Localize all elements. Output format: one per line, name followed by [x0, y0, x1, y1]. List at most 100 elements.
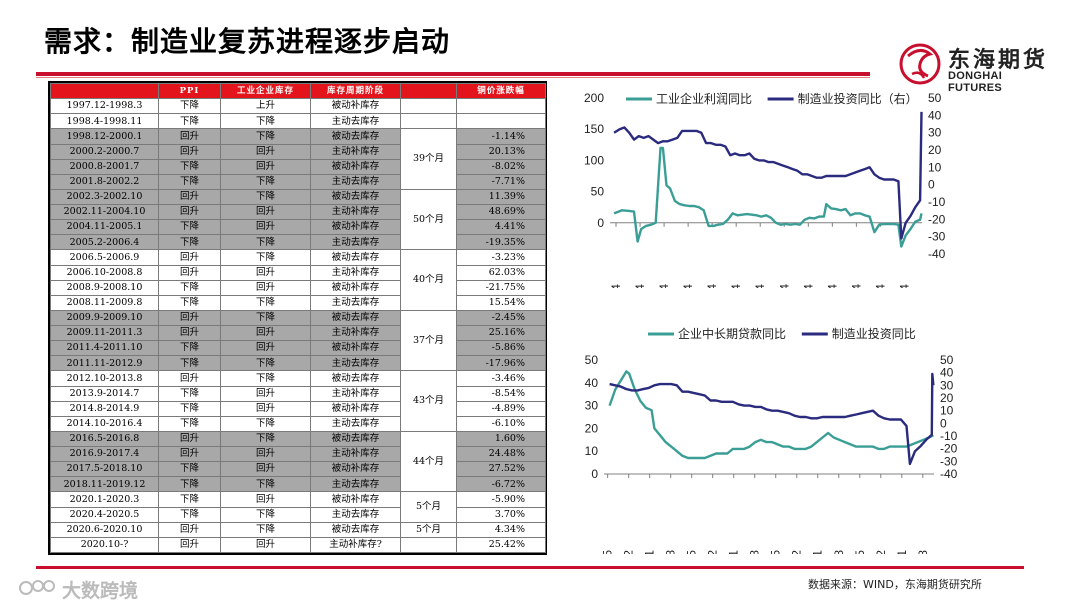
table-cell-stage: 被动补库存 [310, 491, 401, 508]
table-cell-copper-change: 27.52% [456, 461, 546, 478]
series-line-0 [613, 146, 923, 248]
table-cell-copper-change: -4.89% [456, 400, 546, 417]
table-row: 2014.10-2016.4 下降 下降 主动去库存 -6.10% [50, 415, 546, 432]
left-axis-tick-label: 50 [585, 353, 599, 367]
x-axis-tick-label: 2010-02 [622, 550, 636, 554]
table-cell-stage: 被动补库存 [310, 158, 401, 175]
header-divider [36, 72, 870, 76]
table-row: 2014.8-2014.9 下降 回升 被动补库存 -4.89% [50, 400, 546, 417]
legend-label-0: 企业中长期贷款同比 [678, 326, 786, 341]
chart-svg: 企业中长期贷款同比 制造业投资同比01020304050-40-30-20-100… [585, 326, 958, 554]
table-row: 2011.4-2011.10 下降 回升 被动补库存 -5.86% [50, 340, 546, 357]
table-cell-period: 2009.9-2009.10 [50, 309, 159, 327]
table-cell-stage: 被动去库存 [310, 249, 401, 266]
x-axis-tick-label: 2010-11 [643, 550, 657, 554]
table-header-cell: PPI [158, 82, 221, 100]
table-cell-stage: 主动补库存 [310, 324, 401, 342]
table-cell-ppi: 下降 [158, 158, 221, 175]
table-cell-period: 2016.5-2016.8 [50, 430, 159, 448]
table-cell-period: 2013.9-2014.7 [50, 385, 159, 402]
table-cell-period: 2014.8-2014.9 [50, 400, 159, 417]
table-row: 2002.11-2004.10 回升 回升 主动补库存 48.69% [50, 203, 546, 221]
table-cell-period: 2006.5-2006.9 [50, 249, 159, 266]
inventory-cycle-table-frame: PPI 工业企业库存 库存周期阶段 铜价涨跌幅 1997.12-1998.3 下降 上升 被动… [48, 81, 547, 555]
table-cell-inv: 回升 [220, 158, 311, 175]
table-header-cell [50, 82, 159, 100]
table-cell-inv: 下降 [220, 188, 311, 206]
table-cell-period: 2000.8-2001.7 [50, 158, 159, 175]
table-cell-stage: 主动去库存 [310, 113, 401, 130]
table-cell-stage: 被动补库存 [310, 279, 401, 296]
table-cell-copper-change: -1.14% [456, 128, 546, 145]
watermark-text: 大数跨境 [62, 580, 139, 602]
x-axis-tick-label: 2016-11 [811, 550, 825, 554]
table-row: 2020.1-2020.3 下降 回升 被动补库存 5个月 -5.90% [50, 491, 546, 523]
table-cell-ppi: 下降 [158, 219, 221, 236]
table-cell-inv: 上升 [220, 98, 311, 115]
x-axis-tick-label: 2018-05 [853, 550, 867, 554]
table-cell-inv: 下降 [220, 355, 311, 372]
table-cell-ppi: 下降 [158, 279, 221, 296]
right-axis-tick-label: 0 [940, 416, 947, 430]
table-row: 2008.9-2008.10 下降 回升 被动补库存 -21.75% [50, 279, 546, 296]
x-axis-tick-label: 2020-08 [916, 550, 930, 554]
table-cell-ppi: 回升 [158, 188, 221, 206]
x-axis-tick-label: 2009-04 [633, 284, 647, 288]
table-cell-ppi: 回升 [158, 309, 221, 327]
right-axis-tick-label: 30 [928, 126, 942, 140]
table-cell-ppi: 下降 [158, 340, 221, 357]
table-row: 2009.9-2009.10 回升 下降 被动去库存 37个月 -2.45% [50, 309, 546, 372]
table-cell-ppi: 回升 [158, 128, 221, 145]
page-title: 需求：制造业复苏进程逐步启动 [44, 25, 451, 58]
table-cell-inv: 回升 [220, 400, 311, 417]
right-axis-tick-label: -20 [928, 212, 946, 226]
table-cell-copper-change: -6.10% [456, 415, 546, 432]
table-cell-copper-change: -2.45% [456, 309, 546, 327]
table-cell-inv: 回升 [220, 264, 311, 281]
table-cell-stage: 主动补库存? [310, 536, 401, 554]
table-cell-inv: 下降 [220, 476, 311, 493]
table-cell-ppi: 下降 [158, 234, 221, 251]
table-cell-period: 2002.11-2004.10 [50, 203, 159, 221]
table-cell-stage: 主动去库存 [310, 476, 401, 493]
table-header-row: PPI 工业企业库存 库存周期阶段 铜价涨跌幅 [50, 82, 546, 100]
table-cell-stage: 被动补库存 [310, 340, 401, 357]
table-cell-ppi: 回升 [158, 143, 221, 160]
table-cell-ppi: 下降 [158, 98, 221, 115]
table-cell-copper-change: 11.39% [456, 188, 546, 206]
table-cell-period: 1997.12-1998.3 [50, 98, 159, 115]
x-axis-tick-label: 2016-04 [801, 284, 815, 288]
logo-english-name: DONGHAI FUTURES [948, 70, 1003, 94]
table-cell-ppi: 回升 [158, 430, 221, 448]
table-cell-duration: 40个月 [400, 249, 457, 311]
table-row: 2006.5-2006.9 回升 下降 被动去库存 40个月 -3.23% [50, 249, 546, 311]
table-cell-ppi: 下降 [158, 506, 221, 523]
table-cell-copper-change: -17.96% [456, 355, 546, 372]
left-axis-tick-label: 50 [591, 185, 605, 199]
table-cell-inv: 下降 [220, 370, 311, 387]
table-cell-period: 1998.4-1998.11 [50, 113, 159, 130]
table-cell-period: 2017.5-2018.10 [50, 461, 159, 478]
table-row: 1998.12-2000.1 回升 下降 被动去库存 39个月 -1.14% [50, 128, 546, 190]
table-cell-period: 2020.6-2020.10 [50, 521, 159, 538]
table-cell-stage: 被动补库存 [310, 400, 401, 417]
table-cell-duration: 50个月 [400, 188, 457, 251]
table-cell-duration-empty [400, 536, 457, 554]
right-axis-tick-label: 40 [940, 366, 954, 380]
table-cell-inv: 下降 [220, 415, 311, 432]
table-cell-ppi: 下降 [158, 385, 221, 402]
table-row: 2000.8-2001.7 下降 回升 被动补库存 -8.02% [50, 158, 546, 175]
table-cell-period: 2020.1-2020.3 [50, 491, 159, 508]
table-cell-inv: 回升 [220, 340, 311, 357]
right-axis-tick-label: -20 [940, 442, 958, 456]
x-axis-tick-label: 2015-05 [769, 550, 783, 554]
table-row: 2016.5-2016.8 回升 下降 被动去库存 44个月 1.60% [50, 430, 546, 493]
table-cell-duration-empty [400, 113, 457, 130]
table-cell-inv: 下降 [220, 430, 311, 448]
x-axis-tick-label: 2011-08 [664, 550, 678, 554]
watermark-logo-icon [19, 580, 55, 595]
table-cell-period: 2000.2-2000.7 [50, 143, 159, 160]
table-cell-stage: 被动补库存 [310, 98, 401, 115]
table-cell-stage: 被动去库存 [310, 521, 401, 538]
table-cell-copper-change: 1.60% [456, 430, 546, 448]
